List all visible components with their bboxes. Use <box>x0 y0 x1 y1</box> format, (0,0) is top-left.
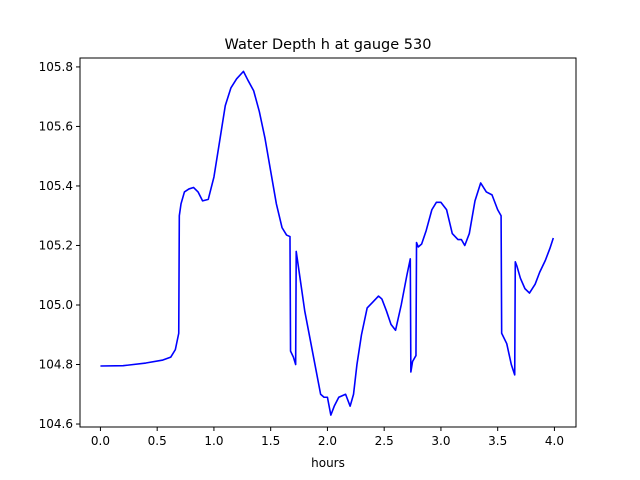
x-tick-label: 3.5 <box>488 434 507 448</box>
y-tick-label: 105.4 <box>39 179 73 193</box>
x-tick-label: 0.5 <box>148 434 167 448</box>
y-tick-label: 104.8 <box>39 358 73 372</box>
x-tick-label: 3.0 <box>431 434 450 448</box>
y-axis-ticks: 104.6 104.8 105.0 105.2 105.4 105.6 105.8 <box>39 60 80 431</box>
axes-frame <box>79 57 577 428</box>
x-tick-label: 2.5 <box>375 434 394 448</box>
x-axis-label: hours <box>311 456 345 470</box>
depth-series-line <box>100 70 555 416</box>
y-tick-label: 105.8 <box>39 60 73 74</box>
x-tick-label: 0.0 <box>91 434 110 448</box>
x-tick-label: 2.0 <box>318 434 337 448</box>
x-axis-ticks: 0.0 0.5 1.0 1.5 2.0 2.5 3.0 3.5 4.0 <box>91 427 564 448</box>
y-tick-label: 105.6 <box>39 119 73 133</box>
y-tick-label: 104.6 <box>39 417 73 431</box>
x-tick-label: 4.0 <box>545 434 564 448</box>
y-tick-label: 105.2 <box>39 238 73 252</box>
chart-title: Water Depth h at gauge 530 <box>225 37 432 53</box>
plot-area <box>100 70 555 416</box>
x-tick-label: 1.0 <box>204 434 223 448</box>
x-tick-label: 1.5 <box>261 434 280 448</box>
y-tick-label: 105.0 <box>39 298 73 312</box>
